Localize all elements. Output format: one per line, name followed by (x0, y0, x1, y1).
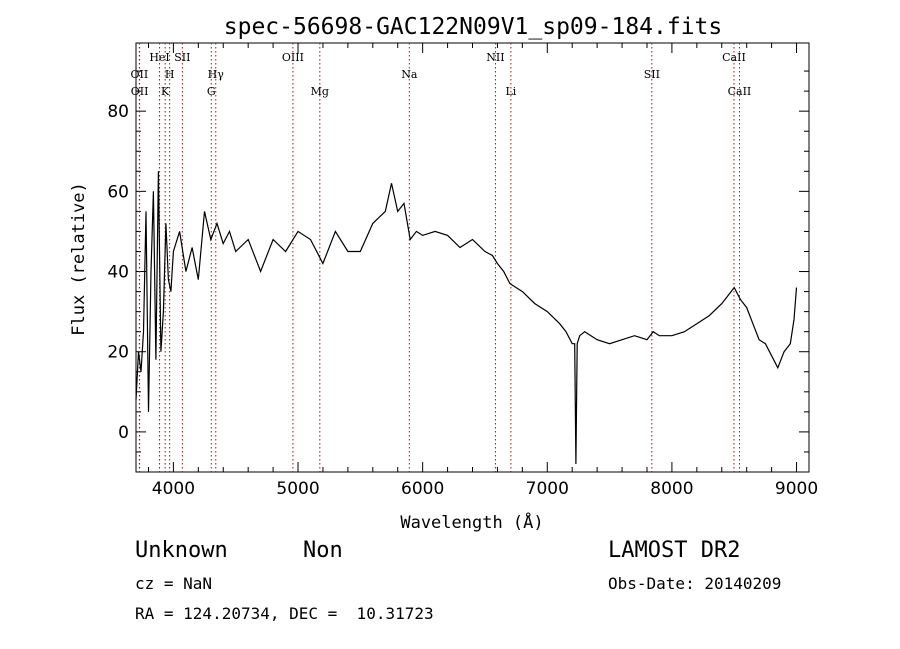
survey-name: LAMOST DR2 (608, 538, 741, 563)
plot-frame (135, 42, 810, 473)
coordinates: RA = 124.20734, DEC = 10.31723 (135, 604, 434, 623)
line-label-OIII: OIII (282, 51, 304, 64)
line-label-SII: SII (174, 51, 190, 64)
x-tick-label: 7000 (526, 479, 569, 499)
line-label-H: H (165, 68, 175, 81)
spectrum-series (135, 171, 798, 465)
spectrum-line (135, 171, 798, 465)
object-subclass: Non (303, 538, 343, 563)
line-label-CaII: CaII (728, 85, 752, 98)
line-label-Na: Na (401, 68, 418, 81)
y-tick-label: 20 (107, 343, 129, 363)
line-label-OII: OII (131, 85, 149, 98)
y-tick-label: 0 (118, 423, 129, 443)
line-label-K: K (161, 85, 170, 98)
line-label-Mg: Mg (311, 85, 329, 98)
line-label-OII: OII (131, 68, 149, 81)
axes: 4000 5000 6000 7000 8000 9000 0 20 40 60 80 (107, 42, 818, 499)
x-tick-label: 4000 (152, 479, 195, 499)
line-label-SII: SII (644, 68, 660, 81)
chart-title: spec-56698-GAC122N09V1_sp09-184.fits (224, 14, 723, 40)
x-tick-label: 6000 (401, 479, 444, 499)
object-type: Unknown (135, 538, 228, 563)
observation-date: Obs-Date: 20140209 (608, 574, 782, 593)
line-label-Hγ: Hγ (208, 68, 225, 81)
x-tick-label: 8000 (650, 479, 693, 499)
x-axis-label: Wavelength (Å) (400, 511, 543, 533)
line-label-HeI: HeI (149, 51, 169, 64)
y-axis-label: Flux (relative) (69, 182, 89, 336)
redshift-cz: cz = NaN (135, 574, 213, 593)
line-label-Li: Li (505, 85, 516, 98)
emission-line-markers: OIIOIIHeIHKSIIHγGOIIIMgNaNIILiSIICaIICaI… (131, 43, 752, 472)
line-label-G: G (207, 85, 216, 98)
y-tick-label: 60 (107, 182, 129, 202)
line-label-CaII: CaII (722, 51, 746, 64)
x-tick-label: 5000 (276, 479, 319, 499)
x-tick-label: 9000 (775, 479, 818, 499)
y-tick-label: 80 (107, 102, 129, 122)
line-label-NII: NII (486, 51, 504, 64)
y-tick-label: 40 (107, 263, 129, 283)
